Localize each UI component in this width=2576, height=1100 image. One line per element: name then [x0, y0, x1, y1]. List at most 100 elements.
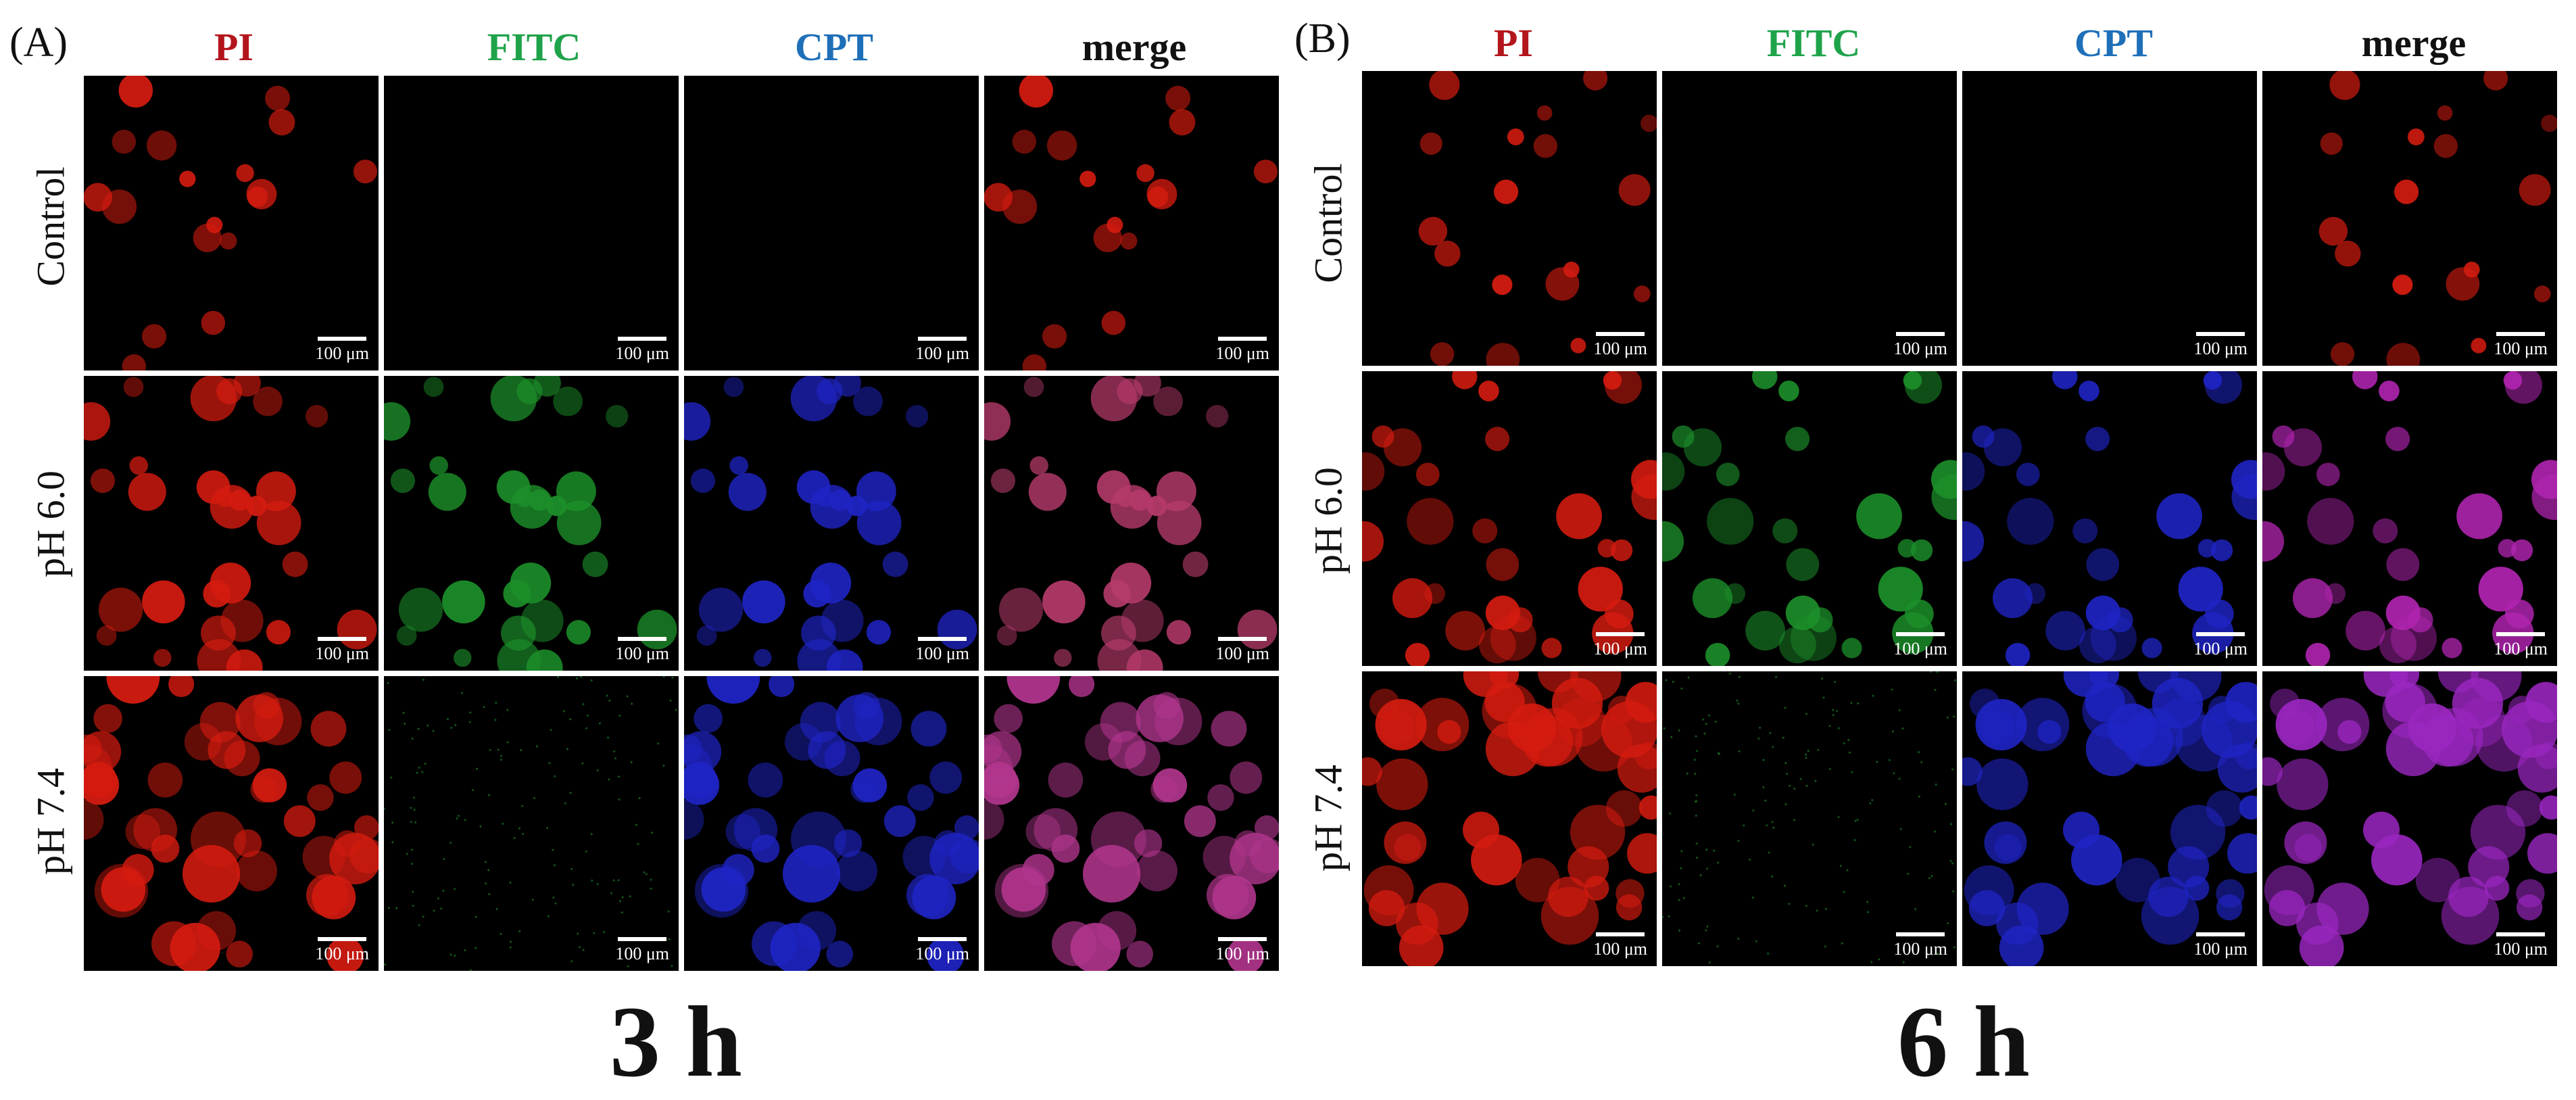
- micrograph-image: [384, 676, 679, 971]
- scale-bar-label: 100 μm: [2494, 639, 2548, 659]
- panel-label: (A): [9, 20, 68, 66]
- micrograph-image: [384, 376, 679, 671]
- scale-bar: 100 μm: [1593, 632, 1647, 659]
- micrograph-tile: 100 μm: [1962, 71, 2257, 366]
- scale-bar-label: 100 μm: [315, 944, 369, 963]
- scale-bar-line: [2196, 932, 2245, 936]
- micrograph-image: [1362, 371, 1657, 666]
- scale-bar-line: [618, 337, 667, 341]
- scale-bar-label: 100 μm: [1893, 939, 1947, 959]
- micrograph-image: [684, 676, 979, 971]
- scale-bar: 100 μm: [315, 637, 369, 664]
- scale-bar: 100 μm: [1893, 632, 1947, 659]
- micrograph-tile: 100 μm: [1362, 371, 1657, 666]
- row-label-ph60: pH 6.0: [1306, 467, 1351, 574]
- scale-bar: 100 μm: [2193, 632, 2247, 659]
- micrograph-tile: 100 μm: [1662, 71, 1957, 366]
- scale-bar: 100 μm: [615, 937, 669, 964]
- micrograph-tile: 100 μm: [984, 76, 1279, 370]
- scale-bar-line: [1896, 932, 1945, 936]
- scale-bar-line: [1218, 637, 1267, 641]
- micrograph-image: [2262, 71, 2557, 366]
- scale-bar-label: 100 μm: [1593, 939, 1647, 959]
- scale-bar: 100 μm: [915, 937, 969, 964]
- row-label-control: Control: [28, 166, 73, 287]
- scale-bar-line: [1218, 337, 1267, 341]
- scale-bar-line: [918, 637, 967, 641]
- scale-bar: 100 μm: [1893, 932, 1947, 959]
- scale-bar-line: [318, 637, 367, 641]
- scale-bar: 100 μm: [2193, 332, 2247, 359]
- micrograph-tile: 100 μm: [684, 76, 979, 370]
- scale-bar-label: 100 μm: [2193, 339, 2247, 358]
- scale-bar: 100 μm: [1593, 332, 1647, 359]
- scale-bar-line: [2496, 932, 2546, 936]
- column-header-cpt: CPT: [2074, 21, 2153, 65]
- scale-bar: 100 μm: [615, 337, 669, 364]
- scale-bar-label: 100 μm: [315, 644, 369, 663]
- micrograph-tile: 100 μm: [2262, 371, 2557, 666]
- micrograph-image: [1962, 371, 2257, 666]
- scale-bar-line: [618, 637, 667, 641]
- micrograph-image: [684, 76, 979, 370]
- scale-bar-line: [1596, 932, 1645, 936]
- scale-bar-line: [2196, 632, 2245, 636]
- micrograph-tile: 100 μm: [2262, 671, 2557, 966]
- micrograph-image: [1662, 71, 1957, 366]
- scale-bar: 100 μm: [1215, 637, 1269, 664]
- micrograph-tile: 100 μm: [684, 676, 979, 971]
- scale-bar-label: 100 μm: [2193, 639, 2247, 659]
- micrograph-image: [84, 676, 379, 971]
- scale-bar-line: [318, 337, 367, 341]
- scale-bar-label: 100 μm: [615, 343, 669, 363]
- scale-bar-label: 100 μm: [915, 644, 969, 663]
- micrograph-tile: 100 μm: [84, 676, 379, 971]
- micrograph-tile: 100 μm: [384, 676, 679, 971]
- scale-bar-line: [2496, 632, 2546, 636]
- scale-bar: 100 μm: [2494, 332, 2548, 359]
- column-header-fitc: FITC: [1766, 21, 1861, 65]
- micrograph-image: [984, 676, 1279, 971]
- micrograph-image: [984, 376, 1279, 671]
- scale-bar: 100 μm: [915, 337, 969, 364]
- scale-bar-label: 100 μm: [1893, 339, 1947, 358]
- micrograph-image: [2262, 671, 2557, 966]
- micrograph-tile: 100 μm: [1962, 371, 2257, 666]
- micrograph-image: [2262, 371, 2557, 666]
- micrograph-tile: 100 μm: [1362, 71, 1657, 366]
- scale-bar-line: [618, 937, 667, 941]
- micrograph-tile: 100 μm: [84, 376, 379, 671]
- micrograph-image: [1662, 371, 1957, 666]
- panel-a: (A) PI FITC CPT merge Control pH 6.0 pH …: [0, 0, 1288, 1098]
- scale-bar-label: 100 μm: [915, 944, 969, 963]
- micrograph-image: [384, 76, 679, 370]
- micrograph-tile: 100 μm: [984, 376, 1279, 671]
- column-header-pi: PI: [214, 25, 253, 69]
- micrograph-tile: 100 μm: [1362, 671, 1657, 966]
- micrograph-tile: 100 μm: [2262, 71, 2557, 366]
- micrograph-image: [84, 76, 379, 370]
- micrograph-tile: 100 μm: [984, 676, 1279, 971]
- scale-bar-label: 100 μm: [2494, 339, 2548, 358]
- scale-bar: 100 μm: [615, 637, 669, 664]
- scale-bar-label: 100 μm: [615, 944, 669, 963]
- scale-bar-label: 100 μm: [1215, 644, 1269, 663]
- row-label-control: Control: [1306, 163, 1351, 283]
- scale-bar-line: [2196, 332, 2245, 336]
- scale-bar-line: [2496, 332, 2546, 336]
- scale-bar: 100 μm: [2494, 632, 2548, 659]
- scale-bar-label: 100 μm: [1215, 944, 1269, 963]
- scale-bar-line: [1218, 937, 1267, 941]
- micrograph-image: [1662, 671, 1957, 966]
- scale-bar: 100 μm: [1215, 337, 1269, 364]
- row-label-ph60: pH 6.0: [28, 471, 73, 577]
- scale-bar-label: 100 μm: [915, 343, 969, 363]
- image-grid: 100 μm 100 μm 100 μm 100 μm 100 μm 100 μm 100 …: [1362, 71, 2562, 972]
- scale-bar-line: [1896, 632, 1945, 636]
- scale-bar-line: [1596, 632, 1645, 636]
- scale-bar-line: [318, 937, 367, 941]
- micrograph-tile: 100 μm: [384, 376, 679, 671]
- time-label: 3 h: [610, 986, 742, 1098]
- panel-label: (B): [1294, 16, 1351, 62]
- micrograph-tile: 100 μm: [84, 76, 379, 370]
